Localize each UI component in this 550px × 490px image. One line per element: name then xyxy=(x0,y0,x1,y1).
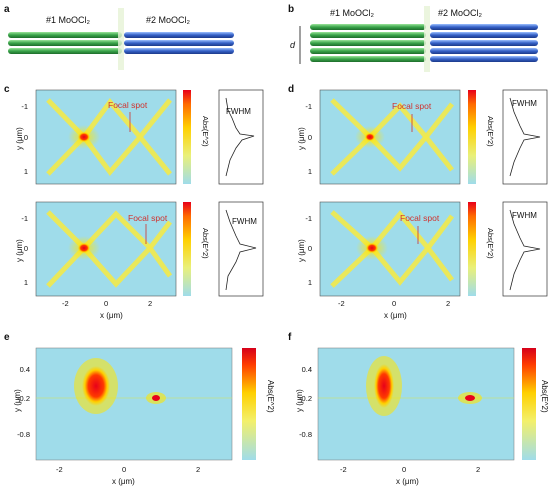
panel-letter: a xyxy=(4,4,10,15)
y-tick: -1 xyxy=(21,102,28,111)
x-tick: 2 xyxy=(446,299,450,308)
y-axis-label: y (μm) xyxy=(297,239,306,262)
fwhm-label: FWHM xyxy=(232,217,257,226)
panel-a: a #1 MoOCl₂ #2 MoOCl₂ xyxy=(4,4,234,70)
structure-label-1: #1 MoOCl₂ xyxy=(46,15,91,25)
x-tick: -2 xyxy=(62,299,69,308)
field-map-top: Focal spot -1 0 1 Abs(E^2) FWHM xyxy=(305,89,548,185)
field-map-bottom: Focal spot -1 0 1 -2 0 2 Abs(E^2) FWHM xyxy=(21,201,264,308)
colorbar xyxy=(183,202,191,296)
y-tick: 0.4 xyxy=(302,365,312,374)
colorbar-label: Abs(E^2) xyxy=(201,116,210,147)
x-tick: 2 xyxy=(148,299,152,308)
structure-label-1: #1 MoOCl₂ xyxy=(330,8,375,18)
y-tick: -1 xyxy=(305,102,312,111)
x-axis-label: x (μm) xyxy=(112,477,135,486)
y-tick: 1 xyxy=(24,278,28,287)
colorbar xyxy=(242,348,256,460)
y-tick: 1 xyxy=(24,167,28,176)
interface-plane xyxy=(118,8,124,70)
y-axis-label: y (μm) xyxy=(15,127,24,150)
x-tick: 2 xyxy=(196,465,200,474)
panel-letter: b xyxy=(288,4,294,15)
hotspot-main xyxy=(82,366,110,406)
y-tick: 1 xyxy=(308,278,312,287)
structure-blue xyxy=(124,32,234,54)
colorbar xyxy=(468,202,476,296)
focal-spot-label: Focal spot xyxy=(128,213,168,223)
structure-green xyxy=(8,32,122,54)
y-tick: 1 xyxy=(308,167,312,176)
field-map-bottom: Focal spot -1 0 1 -2 0 2 Abs(E^2) FWHM xyxy=(305,201,548,308)
x-tick: 0 xyxy=(122,465,126,474)
structure-label-2: #2 MoOCl₂ xyxy=(146,15,191,25)
thickness-label: d xyxy=(290,40,296,50)
y-tick: -0.2 xyxy=(299,394,312,403)
hotspot-focus xyxy=(152,395,160,401)
hotspot-main xyxy=(374,364,394,408)
intensity-profile xyxy=(218,89,264,185)
x-tick: 2 xyxy=(476,465,480,474)
panel-letter: e xyxy=(4,332,10,343)
field-map-top: Focal spot -1 0 1 Abs(E^2) FWHM xyxy=(21,89,264,185)
intensity-profile xyxy=(218,201,264,297)
field-map xyxy=(35,347,233,461)
panel-f: f 0.4 -0.2 -0.8 -2 0 2 x (μm) y (μm) Abs… xyxy=(288,332,549,486)
panel-letter: d xyxy=(288,84,294,95)
colorbar-label: Abs(E^2) xyxy=(266,380,275,413)
y-tick: -0.8 xyxy=(299,430,312,439)
y-tick: -1 xyxy=(21,214,28,223)
y-tick: 0.4 xyxy=(20,365,30,374)
colorbar xyxy=(468,90,476,184)
x-axis-label: x (μm) xyxy=(384,311,407,320)
focal-spot-label: Focal spot xyxy=(108,100,148,110)
focal-spot-label: Focal spot xyxy=(400,213,440,223)
fwhm-label: FWHM xyxy=(226,107,251,116)
y-tick: 0 xyxy=(308,133,312,142)
colorbar-label: Abs(E^2) xyxy=(486,228,495,259)
colorbar-label: Abs(E^2) xyxy=(540,380,549,413)
panel-d: d Focal spot -1 0 1 Abs(E^2) FWHM Fo xyxy=(288,84,548,320)
x-tick: -2 xyxy=(56,465,63,474)
interface-plane xyxy=(424,6,430,72)
y-tick: 0 xyxy=(308,244,312,253)
panel-e: e 0.4 -0.2 -0.8 -2 0 2 x (μm) y (μm) Abs… xyxy=(4,332,275,486)
y-tick: -1 xyxy=(305,214,312,223)
colorbar-label: Abs(E^2) xyxy=(201,228,210,259)
focal-spot-label: Focal spot xyxy=(392,101,432,111)
y-axis-label: y (μm) xyxy=(13,389,22,412)
x-tick: 0 xyxy=(104,299,108,308)
x-axis-label: x (μm) xyxy=(100,311,123,320)
structure-label-2: #2 MoOCl₂ xyxy=(438,8,483,18)
structure-blue xyxy=(430,24,538,62)
panel-b: b #1 MoOCl₂ #2 MoOCl₂ d xyxy=(288,4,538,72)
y-tick: -0.8 xyxy=(17,430,30,439)
x-tick: -2 xyxy=(340,465,347,474)
y-tick: 0 xyxy=(24,244,28,253)
y-tick: 0 xyxy=(24,133,28,142)
fwhm-label: FWHM xyxy=(512,99,537,108)
hotspot-focus xyxy=(465,395,475,401)
y-axis-label: y (μm) xyxy=(15,239,24,262)
y-tick: -0.2 xyxy=(17,394,30,403)
panel-letter: c xyxy=(4,84,10,95)
x-tick: 0 xyxy=(392,299,396,308)
panel-c: c Focal spot -1 0 1 Abs(E^2) FWHM xyxy=(4,84,264,320)
colorbar xyxy=(522,348,536,460)
colorbar xyxy=(183,90,191,184)
fwhm-label: FWHM xyxy=(512,211,537,220)
field-map xyxy=(317,347,515,461)
structure-green xyxy=(310,24,426,62)
colorbar-label: Abs(E^2) xyxy=(486,116,495,147)
x-axis-label: x (μm) xyxy=(396,477,419,486)
x-tick: 0 xyxy=(402,465,406,474)
x-tick: -2 xyxy=(338,299,345,308)
y-axis-label: y (μm) xyxy=(297,127,306,150)
panel-letter: f xyxy=(288,332,292,343)
y-axis-label: y (μm) xyxy=(295,389,304,412)
